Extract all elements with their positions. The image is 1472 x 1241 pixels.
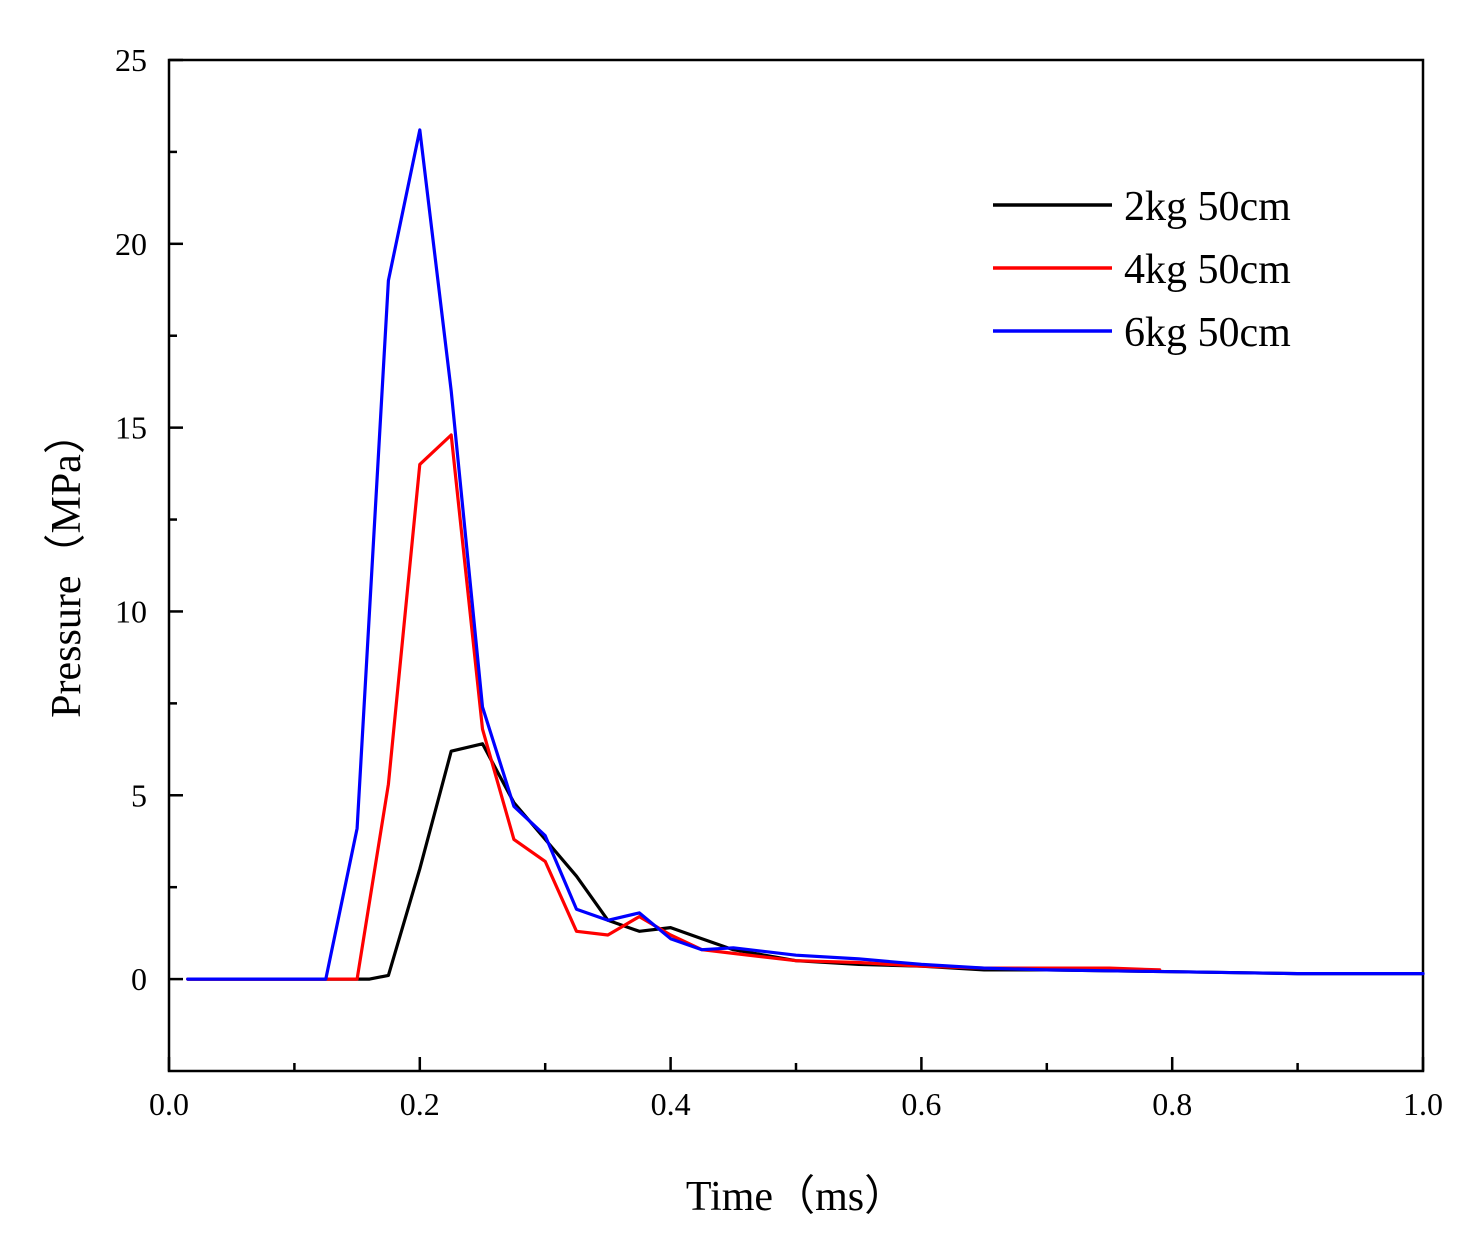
- x-axis-ticks: 0.0 0.2 0.4 0.6 0.8 1.0: [149, 1057, 1443, 1122]
- x-tick-label: 0.4: [651, 1086, 691, 1122]
- series-lines: [186, 128, 1425, 981]
- y-tick-label: 25: [115, 42, 147, 78]
- x-tick-label: 0.0: [149, 1086, 189, 1122]
- legend: 2kg 50cm 4kg 50cm 6kg 50cm: [993, 184, 1291, 356]
- legend-label: 2kg 50cm: [1124, 184, 1291, 230]
- series-line-1: [186, 742, 1425, 981]
- x-axis-title: Time（ms）: [686, 1174, 906, 1220]
- series-line-3: [186, 128, 1425, 981]
- x-tick-label: 0.6: [901, 1086, 941, 1122]
- x-tick-label: 1.0: [1403, 1086, 1443, 1122]
- y-tick-label: 0: [131, 961, 147, 997]
- legend-label: 6kg 50cm: [1124, 310, 1291, 356]
- x-tick-label: 0.8: [1152, 1086, 1192, 1122]
- y-tick-label: 5: [131, 777, 147, 813]
- y-tick-label: 10: [115, 593, 147, 629]
- y-tick-label: 15: [115, 410, 147, 446]
- series-line-2: [186, 433, 1162, 981]
- legend-label: 4kg 50cm: [1124, 247, 1291, 293]
- x-tick-label: 0.2: [400, 1086, 440, 1122]
- y-tick-label: 20: [115, 226, 147, 262]
- y-axis-title: Pressure（MPa）: [44, 412, 90, 718]
- y-axis-ticks: 0 5 10 15 20 25: [115, 42, 183, 997]
